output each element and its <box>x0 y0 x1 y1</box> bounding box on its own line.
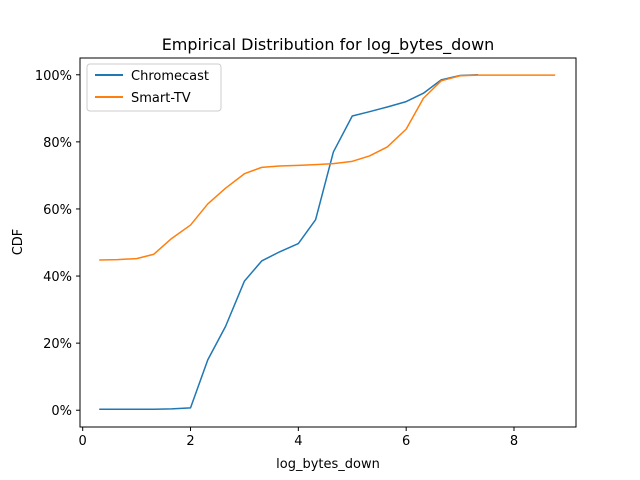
x-tick-label: 2 <box>186 434 194 449</box>
y-tick-label: 60% <box>43 203 72 218</box>
chart-title: Empirical Distribution for log_bytes_dow… <box>162 35 495 55</box>
legend-label-smart-tv: Smart-TV <box>131 91 191 106</box>
series-layer <box>99 73 556 410</box>
x-axis: 0 2 4 6 8 <box>79 427 518 449</box>
x-tick-label: 8 <box>510 434 518 449</box>
y-axis: 0% 20% 40% 60% 80% 100% <box>35 69 80 419</box>
series-line-smart-tv <box>99 74 556 261</box>
plot-area <box>79 57 577 428</box>
y-tick-label: 0% <box>51 404 72 419</box>
y-tick-label: 80% <box>43 136 72 151</box>
plot-frame <box>79 57 577 428</box>
legend: Chromecast Smart-TV <box>86 63 222 112</box>
x-axis-title: log_bytes_down <box>276 457 380 472</box>
y-axis-title: CDF <box>11 229 26 256</box>
y-tick-label: 100% <box>35 69 72 84</box>
x-tick-label: 6 <box>402 434 410 449</box>
series-line-chromecast <box>99 73 479 410</box>
x-tick-label: 0 <box>79 434 87 449</box>
legend-label-chromecast: Chromecast <box>131 69 209 84</box>
y-tick-label: 40% <box>43 270 72 285</box>
y-tick-label: 20% <box>43 337 72 352</box>
x-tick-label: 4 <box>294 434 302 449</box>
